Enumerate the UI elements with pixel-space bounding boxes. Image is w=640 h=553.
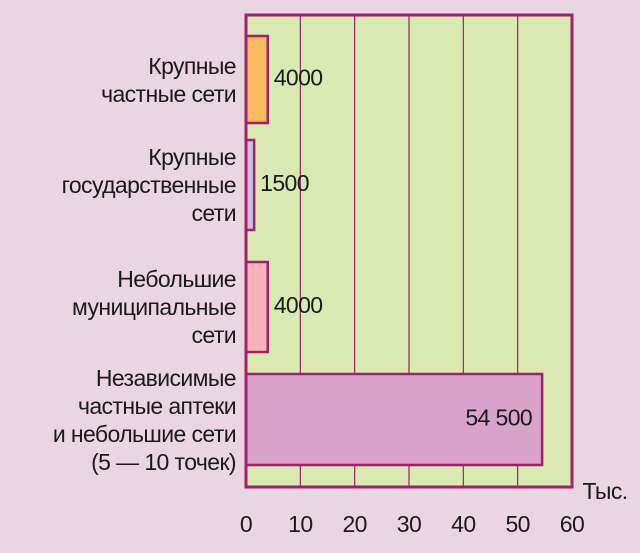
x-tick-label: 10 (288, 511, 312, 537)
x-tick-label: 60 (560, 511, 584, 537)
value-label: 1500 (260, 170, 309, 196)
category-label: Крупные частные сети (101, 52, 237, 107)
bar (244, 260, 269, 354)
category-label: Независимые частные аптеки и небольшие с… (52, 364, 237, 475)
value-label: 54 500 (465, 405, 532, 431)
x-tick-label: 30 (397, 511, 421, 537)
value-label: 4000 (274, 65, 323, 91)
category-label: Крупные государственные сети (61, 144, 237, 226)
x-tick-label: 40 (451, 511, 475, 537)
x-tick-label: 50 (505, 511, 529, 537)
x-axis-label: Тыс. (582, 478, 627, 504)
bar (244, 372, 544, 467)
value-label: 4000 (274, 292, 323, 318)
category-label: Небольшие муниципальные сети (71, 266, 237, 348)
x-tick-label: 0 (240, 511, 252, 537)
x-tick-label: 20 (342, 511, 366, 537)
plot-border (244, 13, 574, 489)
bar (244, 34, 269, 125)
